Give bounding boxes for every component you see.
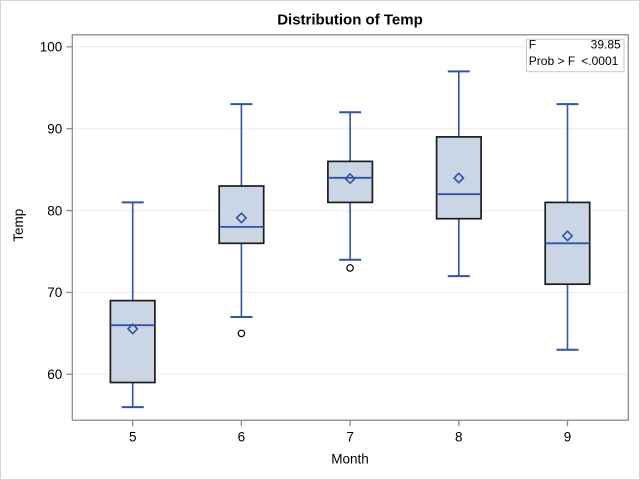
svg-text:90: 90 (47, 122, 62, 137)
svg-text:7: 7 (346, 430, 354, 445)
svg-text:80: 80 (47, 203, 62, 218)
svg-text:6: 6 (238, 430, 246, 445)
svg-text:39.85: 39.85 (591, 38, 621, 52)
svg-text:Distribution of Temp: Distribution of Temp (277, 12, 423, 29)
svg-text:9: 9 (564, 430, 572, 445)
svg-text:Month: Month (331, 451, 369, 466)
svg-text:Temp: Temp (11, 209, 26, 242)
svg-text:Prob > F: Prob > F (529, 54, 575, 68)
svg-text:F: F (529, 38, 536, 52)
svg-text:<.0001: <.0001 (581, 54, 618, 68)
svg-text:5: 5 (129, 430, 137, 445)
svg-text:70: 70 (47, 285, 62, 300)
svg-text:60: 60 (47, 367, 62, 382)
svg-text:100: 100 (40, 40, 63, 55)
svg-text:8: 8 (455, 430, 463, 445)
